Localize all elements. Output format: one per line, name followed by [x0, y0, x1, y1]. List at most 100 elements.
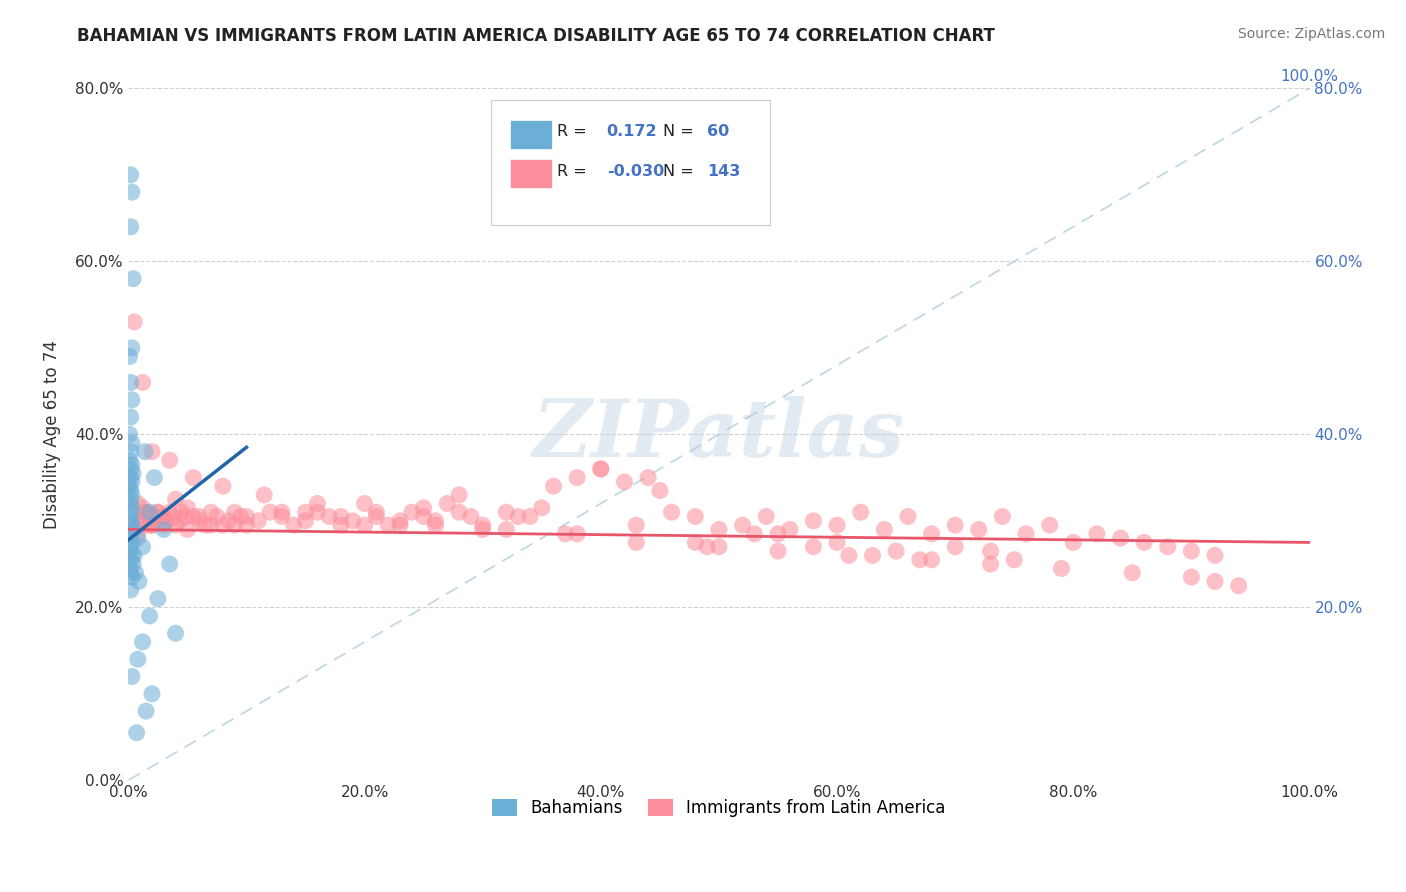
Point [118, 509, 141, 524]
Point [259, 505, 281, 519]
Point [121, 185, 143, 199]
Point [120, 470, 142, 484]
Point [183, 509, 205, 524]
Point [389, 514, 412, 528]
Point [141, 687, 163, 701]
Point [120, 492, 142, 507]
Point [921, 553, 943, 567]
Point [1062, 535, 1084, 549]
Point [159, 505, 181, 519]
Point [247, 514, 270, 528]
Point [1002, 553, 1025, 567]
FancyBboxPatch shape [491, 100, 769, 226]
Point [253, 488, 276, 502]
Point [174, 509, 197, 524]
Point [389, 518, 412, 533]
Point [146, 591, 169, 606]
Point [200, 518, 222, 533]
Point [707, 523, 730, 537]
Point [122, 557, 145, 571]
Point [131, 635, 153, 649]
Point [436, 496, 458, 510]
Point [294, 514, 316, 528]
Point [1204, 574, 1226, 589]
Point [124, 523, 146, 537]
Point [146, 505, 169, 519]
Point [648, 483, 671, 498]
Point [212, 518, 235, 533]
Point [744, 526, 766, 541]
Point [183, 470, 205, 484]
FancyBboxPatch shape [510, 120, 553, 149]
Point [567, 470, 589, 484]
Point [495, 523, 517, 537]
Point [120, 410, 142, 425]
Point [460, 509, 482, 524]
Point [121, 514, 143, 528]
Point [131, 518, 153, 533]
Point [121, 475, 143, 489]
Point [318, 509, 340, 524]
Point [235, 518, 257, 533]
Point [118, 561, 141, 575]
Point [897, 509, 920, 524]
Text: 0.172: 0.172 [607, 125, 658, 139]
Point [1227, 579, 1250, 593]
Point [124, 549, 146, 563]
Point [176, 500, 198, 515]
Point [1085, 526, 1108, 541]
Point [200, 505, 222, 519]
Point [353, 496, 375, 510]
Point [141, 444, 163, 458]
Point [838, 549, 860, 563]
Point [118, 496, 141, 510]
Point [330, 518, 353, 533]
Point [967, 523, 990, 537]
Point [165, 626, 187, 640]
Point [271, 509, 294, 524]
Point [637, 470, 659, 484]
Point [124, 566, 146, 580]
Text: N =: N = [664, 125, 695, 139]
Point [141, 518, 163, 533]
Text: -0.030: -0.030 [607, 164, 664, 179]
Point [135, 704, 157, 718]
Point [766, 544, 789, 558]
Point [127, 526, 149, 541]
Point [167, 514, 190, 528]
Point [330, 509, 353, 524]
Point [342, 514, 364, 528]
Point [194, 518, 217, 533]
Point [1133, 535, 1156, 549]
Point [401, 505, 423, 519]
Point [129, 514, 152, 528]
Point [218, 514, 240, 528]
Point [121, 392, 143, 407]
Point [530, 500, 553, 515]
Point [803, 514, 825, 528]
Point [980, 544, 1002, 558]
Point [121, 669, 143, 683]
Point [120, 168, 142, 182]
Point [118, 350, 141, 364]
Point [188, 514, 211, 528]
Point [508, 509, 530, 524]
Point [128, 574, 150, 589]
Point [980, 557, 1002, 571]
Text: 143: 143 [707, 164, 741, 179]
Point [412, 500, 434, 515]
Point [120, 518, 142, 533]
Point [125, 725, 148, 739]
Point [294, 505, 316, 519]
Point [120, 483, 142, 498]
Point [567, 526, 589, 541]
Point [235, 509, 257, 524]
Point [626, 518, 648, 533]
Point [884, 544, 907, 558]
Point [120, 526, 142, 541]
Point [1121, 566, 1143, 580]
Point [121, 436, 143, 450]
Point [589, 462, 612, 476]
Point [707, 540, 730, 554]
Point [554, 526, 576, 541]
